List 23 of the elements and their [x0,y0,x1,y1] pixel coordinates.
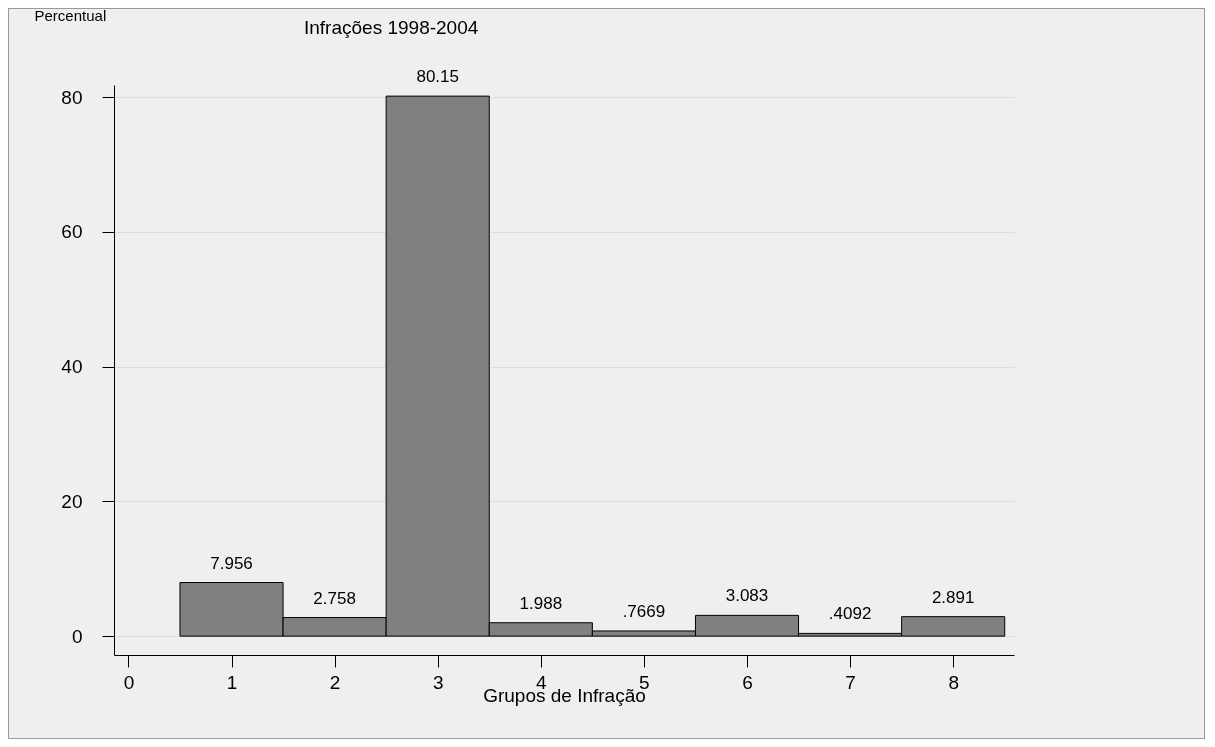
x-tick-label: 0 [123,671,135,693]
data-label: 2.758 [313,588,356,608]
y-tick-label: 0 [71,625,83,647]
x-tick-label: 6 [742,671,753,693]
y-tick-label: 40 [61,356,83,378]
data-label: .7669 [622,601,666,621]
y-tick-label: 20 [61,490,83,512]
data-label: 2.891 [931,587,975,607]
data-label: 80.15 [416,67,459,87]
chart-title: Infrações 1998-2004 [304,17,479,38]
data-label: .4092 [828,604,872,624]
data-label: 3.083 [725,586,769,606]
x-tick-label: 2 [329,671,341,693]
x-tick-label: 5 [639,671,650,693]
y-tick-label: 80 [61,86,83,108]
y-tick-label: 60 [61,221,83,243]
x-tick-label: 7 [845,671,856,693]
data-label: 7.956 [210,553,253,573]
data-label: 1.988 [519,593,563,613]
x-tick-label: 3 [432,671,444,693]
x-tick-label: 1 [226,671,238,693]
x-tick-label: 8 [948,671,959,693]
y-axis-title: Percentual [34,6,107,24]
